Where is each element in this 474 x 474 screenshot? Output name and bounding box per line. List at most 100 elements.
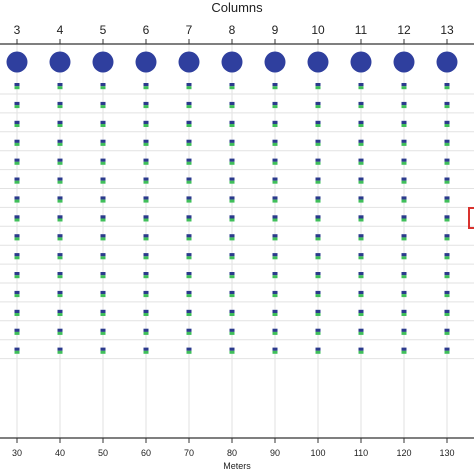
top-tick-label: 9	[272, 23, 279, 37]
cell-marker	[358, 347, 364, 354]
marker-blue-part	[14, 290, 20, 295]
marker-blue-part	[315, 158, 321, 162]
cell-marker	[444, 347, 450, 354]
cell-marker	[100, 101, 106, 109]
cell-marker	[14, 139, 20, 146]
marker-blue-part	[401, 83, 407, 87]
marker-green-part	[186, 331, 192, 335]
marker-blue-part	[229, 196, 235, 200]
cell-marker	[186, 347, 192, 354]
marker-blue-part	[401, 253, 407, 257]
marker-blue-part	[358, 253, 364, 257]
marker-green-part	[444, 86, 450, 90]
marker-green-part	[401, 180, 407, 184]
axes	[0, 39, 474, 443]
marker-green-part	[444, 161, 450, 165]
cell-marker	[315, 120, 321, 127]
marker-green-part	[229, 86, 235, 90]
cell-marker	[272, 234, 278, 241]
marker-green-part	[57, 331, 63, 335]
marker-green-part	[315, 86, 321, 90]
marker-blue-part	[14, 347, 20, 351]
marker-green-part	[186, 350, 192, 354]
marker-green-part	[100, 294, 106, 298]
marker-blue-part	[272, 272, 278, 276]
cell-marker	[358, 101, 364, 109]
cell-marker	[186, 139, 192, 146]
marker-blue-part	[57, 272, 63, 276]
marker-green-part	[229, 313, 235, 316]
marker-green-part	[272, 256, 278, 260]
cell-marker	[229, 234, 235, 241]
marker-green-part	[444, 275, 450, 279]
marker-blue-part	[100, 290, 106, 295]
marker-green-part	[100, 105, 106, 109]
column-circle	[135, 51, 157, 73]
cell-marker	[229, 196, 235, 203]
marker-blue-part	[100, 139, 106, 143]
cell-marker	[57, 290, 63, 298]
marker-blue-part	[401, 328, 407, 332]
marker-blue-part	[315, 139, 321, 143]
cell-marker	[272, 253, 278, 260]
marker-green-part	[358, 331, 364, 335]
marker-blue-part	[272, 83, 278, 87]
cell-marker	[143, 272, 149, 279]
marker-blue-part	[14, 272, 20, 276]
cell-marker	[358, 83, 364, 90]
marker-green-part	[358, 199, 364, 203]
marker-blue-part	[229, 272, 235, 276]
marker-blue-part	[186, 139, 192, 143]
cell-marker	[143, 177, 149, 184]
cell-marker	[401, 253, 407, 260]
cell-marker	[358, 158, 364, 165]
marker-blue-part	[315, 101, 321, 106]
marker-blue-part	[229, 120, 235, 124]
marker-green-part	[57, 124, 63, 127]
marker-blue-part	[444, 120, 450, 124]
cell-marker	[444, 83, 450, 90]
cell-marker	[14, 177, 20, 184]
marker-blue-part	[315, 272, 321, 276]
cell-marker	[14, 158, 20, 165]
marker-blue-part	[57, 347, 63, 351]
marker-blue-part	[57, 177, 63, 181]
cell-marker	[14, 196, 20, 203]
cell-marker	[444, 177, 450, 184]
marker-blue-part	[401, 177, 407, 181]
marker-blue-part	[229, 101, 235, 106]
cell-marker	[100, 347, 106, 354]
cell-marker	[14, 347, 20, 354]
top-tick-label: 10	[311, 23, 325, 37]
marker-blue-part	[444, 328, 450, 332]
marker-green-part	[229, 124, 235, 127]
cell-marker	[143, 347, 149, 354]
marker-green-part	[272, 218, 278, 222]
marker-green-part	[444, 350, 450, 354]
marker-blue-part	[100, 272, 106, 276]
marker-green-part	[100, 218, 106, 222]
bottom-tick-label: 60	[141, 448, 151, 458]
cell-marker	[57, 101, 63, 109]
cell-marker	[14, 290, 20, 298]
marker-blue-part	[186, 290, 192, 295]
marker-blue-part	[186, 272, 192, 276]
marker-green-part	[315, 199, 321, 203]
marker-blue-part	[272, 196, 278, 200]
cell-marker	[444, 158, 450, 165]
marker-green-part	[57, 86, 63, 90]
marker-green-part	[14, 237, 20, 241]
marker-blue-part	[272, 234, 278, 238]
marker-green-part	[272, 275, 278, 279]
marker-blue-part	[358, 177, 364, 181]
column-circle	[6, 51, 28, 73]
edge-highlight-box	[468, 207, 474, 229]
marker-blue-part	[444, 272, 450, 276]
cell-marker	[100, 215, 106, 222]
marker-blue-part	[186, 177, 192, 181]
marker-blue-part	[401, 215, 407, 219]
cell-marker	[57, 139, 63, 146]
cell-marker	[143, 309, 149, 316]
cell-marker	[143, 290, 149, 298]
marker-green-part	[229, 161, 235, 165]
